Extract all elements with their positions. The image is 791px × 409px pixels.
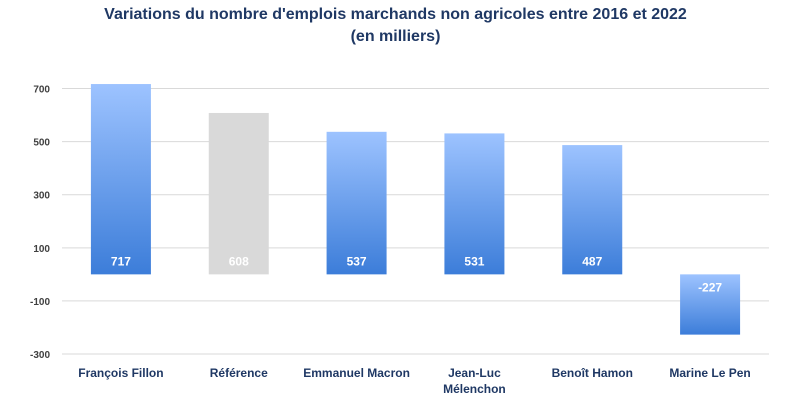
category-label-line: Marine Le Pen [669, 366, 750, 380]
category-label: Jean-Luc Mélenchon [443, 366, 506, 396]
bar [680, 274, 741, 335]
bar [326, 131, 387, 275]
y-tick-label: 700 [33, 85, 50, 96]
data-label: 608 [229, 254, 249, 268]
category-label-line: Emmanuel Macron [303, 366, 410, 380]
category-label: Emmanuel Macron [303, 366, 410, 380]
data-label: 531 [464, 254, 484, 268]
data-label: 717 [111, 254, 131, 268]
y-tick-label: 100 [33, 244, 50, 255]
y-tick-label: 500 [33, 138, 50, 149]
bar [444, 133, 505, 275]
category-label: Benoît Hamon [552, 366, 633, 380]
category-label: Référence [210, 366, 268, 380]
chart-title-line1: Variations du nombre d'emplois marchands… [104, 6, 687, 23]
bar [208, 112, 269, 275]
y-tick-label: 300 [33, 191, 50, 202]
category-label-line: François Fillon [78, 366, 163, 380]
data-label: 537 [347, 254, 367, 268]
category-label: Marine Le Pen [669, 366, 750, 380]
chart-title-line2: (en milliers) [350, 28, 441, 45]
category-label-line: Jean-Luc [448, 366, 501, 380]
category-label-line: Benoît Hamon [552, 366, 633, 380]
y-tick-label: -100 [30, 297, 50, 308]
data-label: 487 [582, 254, 602, 268]
category-label: François Fillon [78, 366, 163, 380]
data-label: -227 [698, 280, 722, 294]
y-tick-label: -300 [30, 350, 50, 361]
category-label-line: Mélenchon [443, 382, 506, 396]
bar [562, 145, 623, 275]
chart-title: Variations du nombre d'emplois marchands… [0, 4, 791, 48]
category-label-line: Référence [210, 366, 268, 380]
bar [90, 84, 151, 275]
